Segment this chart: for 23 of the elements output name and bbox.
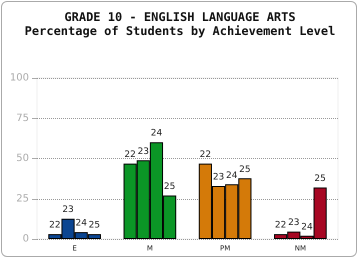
y-tick-label: 0 xyxy=(22,234,29,244)
text: 25 xyxy=(164,182,176,192)
text: 23 xyxy=(288,218,300,228)
y-tick-label: 50 xyxy=(16,153,29,164)
text: 24 xyxy=(150,128,162,139)
y-tick-label: 75 xyxy=(16,112,29,124)
series-label: 23 xyxy=(62,205,74,216)
text: 23 xyxy=(138,146,150,157)
text: 22 xyxy=(124,150,136,160)
chart-title: GRADE 10 - ENGLISH LANGUAGE ARTS xyxy=(64,10,296,24)
chart-subtitle: Percentage of Students by Achievement Level xyxy=(24,24,336,38)
text: 22 xyxy=(274,220,286,231)
text: 24 xyxy=(301,222,313,232)
text: 25 xyxy=(314,174,326,184)
text: 25 xyxy=(239,164,251,175)
text: 22 xyxy=(200,150,212,160)
series-label: 24 xyxy=(75,218,88,229)
text: 24 xyxy=(226,170,238,181)
series-label: 25 xyxy=(88,220,100,231)
y-tick-label: 100 xyxy=(10,72,29,84)
series-label: 22 xyxy=(49,220,61,231)
y-tick-label: 25 xyxy=(16,193,29,204)
text: 23 xyxy=(212,172,224,183)
